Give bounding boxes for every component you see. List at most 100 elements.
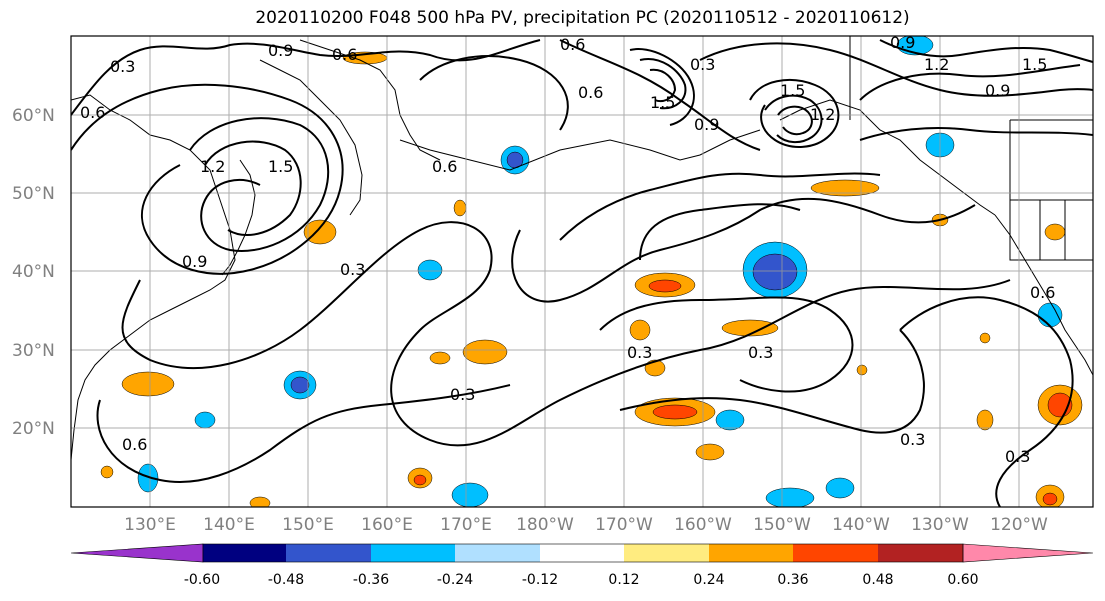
- precip-patch: [1037, 302, 1063, 328]
- colorbar-tick-label: -0.36: [353, 572, 389, 588]
- precip-patch: [194, 411, 216, 429]
- contour-label: 0.6: [1030, 283, 1055, 302]
- colorbar-segment: [793, 544, 878, 562]
- map-area: 0.3 0.9 0.6 0.6 1.2 1.5 0.9 0.6 1.5 0.9 …: [71, 33, 1093, 507]
- precip-patch: [121, 371, 175, 397]
- lon-label: 180°W: [516, 515, 574, 535]
- lon-label: 150°E: [282, 515, 334, 535]
- precip-patch: [462, 339, 508, 365]
- lon-label: 120°W: [990, 515, 1048, 535]
- contour-label: 1.5: [1022, 55, 1047, 74]
- precip-patch: [648, 279, 682, 293]
- colorbar: [70, 543, 1094, 563]
- colorbar-segment: [540, 544, 624, 562]
- contour-label: 0.3: [690, 55, 715, 74]
- contour-label: 0.6: [80, 103, 105, 122]
- colorbar-tick-label: 0.36: [777, 572, 808, 588]
- contour-label: 1.5: [268, 157, 293, 176]
- precip-patch: [979, 332, 991, 344]
- precip-patch: [1044, 223, 1066, 241]
- contour-label: 0.3: [1005, 447, 1030, 466]
- contour-label: 0.3: [900, 430, 925, 449]
- precip-patch: [976, 409, 994, 431]
- lon-label: 160°W: [674, 515, 732, 535]
- contour-label: 0.6: [432, 157, 457, 176]
- colorbar-segment: [624, 544, 709, 562]
- lat-label: 30°N: [12, 341, 55, 361]
- lon-label: 130°W: [911, 515, 969, 535]
- map-frame: [70, 35, 1094, 508]
- contour-label: 1.5: [650, 93, 675, 112]
- contour-label: 0.9: [268, 41, 293, 60]
- colorbar-extend-high: [962, 543, 1094, 563]
- contour-label: 0.3: [450, 385, 475, 404]
- colorbar-segment: [709, 544, 793, 562]
- colorbar-segment: [878, 544, 963, 562]
- precip-patch: [100, 465, 114, 479]
- precip-patch: [752, 253, 798, 291]
- contour-label: 0.6: [122, 435, 147, 454]
- lon-label: 140°E: [203, 515, 255, 535]
- gridlines: [71, 36, 1093, 507]
- contour-label: 0.9: [890, 33, 915, 52]
- colorbar-segment: [203, 544, 286, 562]
- contour-label: 0.6: [332, 45, 357, 64]
- precip-patch: [413, 474, 427, 486]
- lon-label: 160°E: [361, 515, 413, 535]
- map-title: 2020110200 F048 500 hPa PV, precipitatio…: [255, 8, 910, 28]
- contour-label: 0.3: [748, 343, 773, 362]
- precip-patch: [303, 219, 337, 245]
- colorbar-tick-label: -0.24: [437, 572, 473, 588]
- contour-label: 0.3: [627, 343, 652, 362]
- colorbar-frame: [202, 543, 964, 563]
- contour-label: 1.2: [924, 55, 949, 74]
- precip-patch: [137, 463, 159, 493]
- contour-labels: 0.3 0.9 0.6 0.6 1.2 1.5 0.9 0.6 1.5 0.9 …: [80, 33, 1055, 466]
- precip-patch: [715, 409, 745, 431]
- contour-label: 0.6: [578, 83, 603, 102]
- lat-label: 20°N: [12, 419, 55, 439]
- precip-patch: [249, 496, 271, 507]
- latitude-labels: 60°N 50°N 40°N 30°N 20°N: [12, 106, 55, 439]
- contour-label: 0.9: [694, 115, 719, 134]
- lon-label: 130°E: [124, 515, 176, 535]
- lon-label: 140°W: [832, 515, 890, 535]
- precip-patch: [765, 487, 815, 507]
- contour-label: 1.2: [200, 157, 225, 176]
- precip-patch: [429, 351, 451, 365]
- colorbar-tick-label: -0.60: [184, 572, 220, 588]
- colorbar-tick-label: -0.48: [268, 572, 304, 588]
- precip-patch: [629, 319, 651, 341]
- precip-patch: [417, 259, 443, 281]
- precip-patch: [810, 179, 880, 197]
- precip-patch: [453, 199, 467, 217]
- precip-patch: [652, 404, 698, 420]
- contour-label: 1.2: [810, 105, 835, 124]
- colorbar-tick-label: 0.60: [947, 572, 978, 588]
- contour-label: 0.9: [182, 252, 207, 271]
- precip-patch: [825, 477, 855, 499]
- colorbar-tick-label: 0.12: [608, 572, 639, 588]
- colorbar-tick-label: 0.24: [693, 572, 724, 588]
- precip-patch: [290, 376, 310, 394]
- precip-patch: [1042, 492, 1058, 506]
- precip-patch: [721, 319, 779, 337]
- colorbar-extend-low: [70, 543, 204, 563]
- lon-label: 150°W: [753, 515, 811, 535]
- contour-label: 1.5: [780, 81, 805, 100]
- colorbar-segment: [455, 544, 540, 562]
- colorbar-segment: [286, 544, 371, 562]
- precipitation-shading: [100, 36, 1083, 507]
- colorbar-segment: [371, 544, 455, 562]
- contour-label: 0.3: [340, 260, 365, 279]
- lon-label: 170°W: [595, 515, 653, 535]
- pv-contours: [71, 39, 1093, 507]
- longitude-labels: 130°E 140°E 150°E 160°E 170°E 180°W 170°…: [124, 515, 1048, 535]
- colorbar-tick-label: -0.12: [522, 572, 558, 588]
- lat-label: 40°N: [12, 262, 55, 282]
- colorbar-tick-label: 0.48: [862, 572, 893, 588]
- precip-patch: [856, 364, 868, 376]
- precip-patch: [451, 482, 489, 507]
- coastlines: [71, 36, 1093, 461]
